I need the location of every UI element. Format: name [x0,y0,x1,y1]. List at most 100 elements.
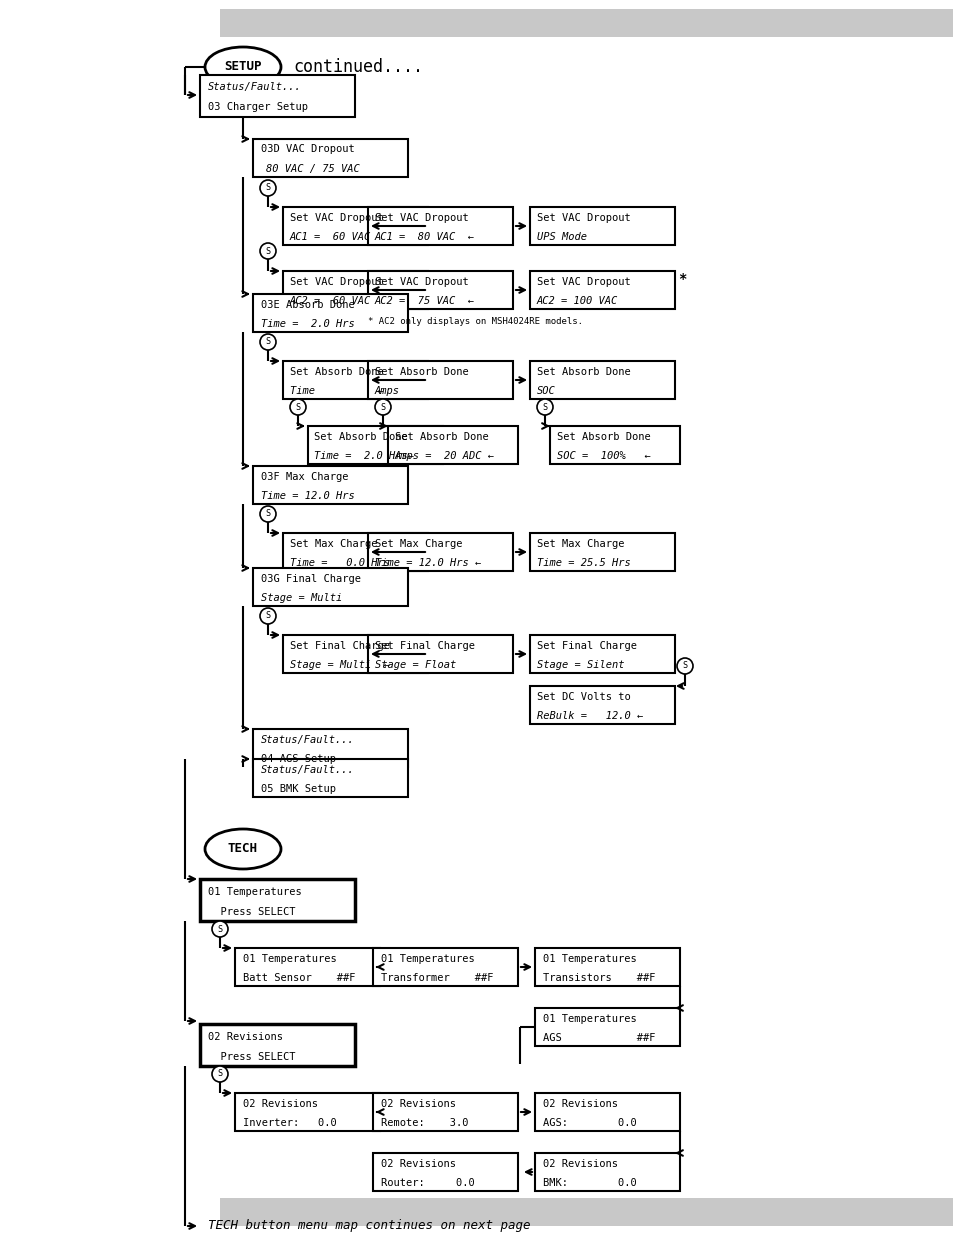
Bar [368,207,513,245]
Circle shape [537,399,553,415]
Text: S: S [265,611,271,620]
Bar [253,294,408,332]
Ellipse shape [205,829,281,869]
Text: Time          ←: Time ← [290,387,383,396]
Text: Stage = Float: Stage = Float [375,659,456,671]
Bar [530,361,675,399]
Text: Press SELECT: Press SELECT [208,1052,295,1062]
Text: 03F Max Charge: 03F Max Charge [261,472,348,482]
Text: AC1 =  80 VAC  ←: AC1 = 80 VAC ← [375,232,475,242]
Bar [535,1008,679,1046]
Text: 80 VAC / 75 VAC: 80 VAC / 75 VAC [266,164,359,174]
Text: S: S [295,403,300,411]
Bar [283,635,428,673]
Bar [530,270,675,309]
Text: Time = 12.0 Hrs: Time = 12.0 Hrs [261,492,355,501]
Text: 02 Revisions: 02 Revisions [380,1099,456,1109]
Text: AC2 =  75 VAC  ←: AC2 = 75 VAC ← [375,296,475,306]
Bar [373,948,517,986]
Bar [530,635,675,673]
Text: 05 BMK Setup: 05 BMK Setup [261,784,335,794]
Text: Batt Sensor    ##F: Batt Sensor ##F [243,973,355,983]
Text: *: * [678,272,685,287]
Text: 03E Absorb Done: 03E Absorb Done [261,300,355,310]
Text: Amps: Amps [375,387,399,396]
Bar [253,760,408,797]
Text: Status/Fault...: Status/Fault... [208,82,301,91]
Circle shape [260,243,275,259]
Bar [308,426,442,464]
Text: UPS Mode: UPS Mode [537,232,586,242]
Text: 02 Revisions: 02 Revisions [542,1099,618,1109]
Bar [373,1153,517,1191]
Bar [388,426,517,464]
Bar [220,9,953,37]
Bar [535,1153,679,1191]
Bar [535,948,679,986]
Text: 03 Charger Setup: 03 Charger Setup [208,103,308,112]
Bar [530,207,675,245]
Bar [373,1093,517,1131]
Text: 01 Temperatures: 01 Temperatures [542,1014,636,1024]
Text: Transistors    ##F: Transistors ##F [542,973,655,983]
Text: TECH button menu map continues on next page: TECH button menu map continues on next p… [208,1219,530,1233]
Text: TECH: TECH [228,842,257,856]
Text: Set VAC Dropout: Set VAC Dropout [375,277,468,287]
Bar [368,361,513,399]
Text: S: S [380,403,385,411]
Text: Set Final Charge: Set Final Charge [290,641,390,651]
Text: Set Absorb Done: Set Absorb Done [395,432,488,442]
Text: Time = 25.5 Hrs: Time = 25.5 Hrs [537,558,630,568]
Text: Set VAC Dropout: Set VAC Dropout [375,212,468,224]
Bar [283,270,428,309]
Text: 04 AGS Setup: 04 AGS Setup [261,755,335,764]
Text: Time =  2.0 Hrs←: Time = 2.0 Hrs← [314,451,414,461]
Text: S: S [265,337,271,347]
Text: Set VAC Dropout: Set VAC Dropout [537,277,630,287]
Text: S: S [681,662,687,671]
Circle shape [375,399,391,415]
Text: AC2 =  60 VAC: AC2 = 60 VAC [290,296,371,306]
Circle shape [212,921,228,937]
Bar [368,635,513,673]
Text: Remote:    3.0: Remote: 3.0 [380,1118,468,1128]
Text: * AC2 only displays on MSH4024RE models.: * AC2 only displays on MSH4024RE models. [368,316,582,326]
Text: SOC: SOC [537,387,556,396]
Text: Set VAC Dropout: Set VAC Dropout [290,277,383,287]
Text: Set Absorb Done: Set Absorb Done [375,367,468,377]
Text: Set VAC Dropout: Set VAC Dropout [537,212,630,224]
Text: S: S [265,184,271,193]
Text: Inverter:   0.0: Inverter: 0.0 [243,1118,336,1128]
Text: Time =  2.0 Hrs: Time = 2.0 Hrs [261,319,355,329]
Text: 02 Revisions: 02 Revisions [380,1158,456,1170]
Text: 01 Temperatures: 01 Temperatures [243,953,336,965]
Bar [283,361,428,399]
Text: Press SELECT: Press SELECT [208,906,295,918]
Text: Set Absorb Done: Set Absorb Done [557,432,650,442]
Text: Set VAC Dropout: Set VAC Dropout [290,212,383,224]
Text: Set Absorb Done: Set Absorb Done [537,367,630,377]
Bar [220,1198,953,1226]
Text: Stage = Multi  ←: Stage = Multi ← [290,659,390,671]
Bar [530,685,675,724]
Text: Set Max Charge: Set Max Charge [290,538,377,550]
Text: Set DC Volts to: Set DC Volts to [537,692,630,701]
Bar [200,75,355,117]
Text: Transformer    ##F: Transformer ##F [380,973,493,983]
Circle shape [212,1066,228,1082]
Bar [200,1024,355,1066]
Text: ReBulk =   12.0 ←: ReBulk = 12.0 ← [537,711,642,721]
Circle shape [260,333,275,350]
Text: AC1 =  60 VAC: AC1 = 60 VAC [290,232,371,242]
Text: BMK:        0.0: BMK: 0.0 [542,1178,636,1188]
Circle shape [260,608,275,624]
Text: 01 Temperatures: 01 Temperatures [208,887,301,897]
Text: Time = 12.0 Hrs ←: Time = 12.0 Hrs ← [375,558,480,568]
Bar [200,879,355,921]
Bar [234,1093,379,1131]
Text: Stage = Silent: Stage = Silent [537,659,624,671]
Text: S: S [265,247,271,256]
Text: S: S [217,925,222,934]
Text: Set Max Charge: Set Max Charge [375,538,462,550]
Bar [253,466,408,504]
